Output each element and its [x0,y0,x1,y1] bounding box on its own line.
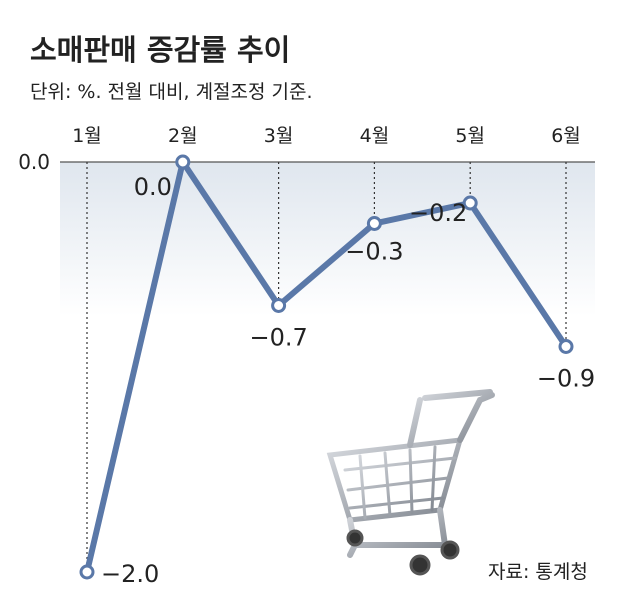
chart-subtitle: 단위: %. 전월 대비, 계절조정 기준. [30,81,313,103]
x-tick-label: 6월 [551,125,581,147]
x-tick-label: 3월 [264,125,294,147]
data-label: −2.0 [101,560,159,588]
data-label: −0.3 [345,238,403,266]
cart-illustration [326,389,495,576]
data-point [79,564,95,580]
x-tick-label: 1월 [72,125,102,147]
plot-background [60,162,595,602]
data-label: −0.2 [409,199,467,227]
chart-title: 소매판매 증감률 추이 [30,33,290,67]
data-line [84,159,569,573]
data-point [175,154,191,170]
data-point [366,216,382,231]
x-tick-label: 5월 [455,125,485,147]
data-point [271,298,287,313]
data-label: −0.7 [249,324,307,352]
x-tick-label: 4월 [360,125,390,147]
data-label: 0.0 [134,173,172,201]
data-point [558,339,574,354]
source: 자료: 통계청 [488,561,588,583]
y-tick-label: 0.0 [18,150,50,174]
data-point [462,195,478,211]
data-label: −0.9 [537,365,595,393]
x-tick-label: 2월 [168,125,198,147]
